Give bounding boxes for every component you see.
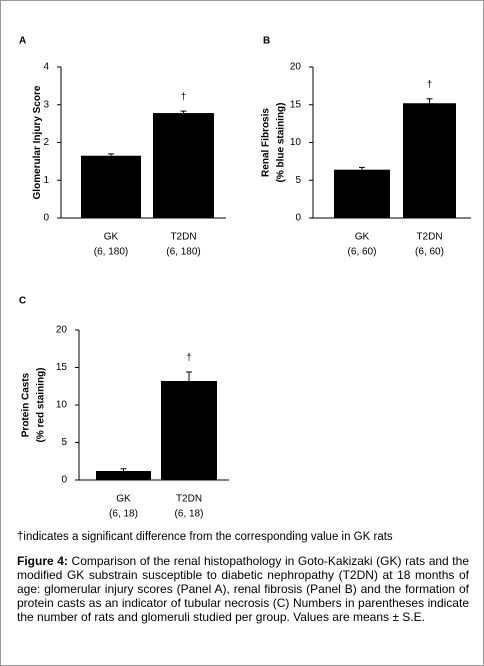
- y-tick-label: 5: [295, 175, 301, 186]
- footnote: †indicates a significant difference from…: [17, 531, 393, 543]
- error-bar: [180, 110, 187, 114]
- error-bar: [186, 371, 192, 381]
- significance-marker: †: [181, 92, 187, 103]
- y-tick-label: 0: [295, 213, 301, 224]
- caption-text: Comparison of the renal histopathology i…: [17, 554, 469, 624]
- panel-label: A: [19, 36, 26, 47]
- y-tick-label: 20: [56, 325, 68, 336]
- bar: [153, 113, 214, 218]
- y-tick-label: 20: [290, 62, 302, 73]
- bar: [96, 471, 151, 480]
- error-bar: [359, 166, 365, 170]
- x-tick-label: GK: [355, 232, 370, 243]
- y-tick-label: 0: [43, 213, 49, 224]
- y-axis-label: Glomerular Injury Score: [32, 85, 43, 199]
- y-tick-label: 4: [43, 62, 49, 73]
- x-tick-label: GK: [116, 494, 131, 505]
- y-axis-label-line: (% red staining): [35, 367, 46, 442]
- x-tick-label: GK: [104, 232, 119, 243]
- y-axis-label-line: Renal Fibrosis: [260, 108, 271, 177]
- caption: Figure 4: Comparison of the renal histop…: [17, 554, 469, 624]
- error-bar: [426, 98, 433, 104]
- y-tick-label: 1: [43, 175, 49, 186]
- y-tick-label: 10: [290, 137, 302, 148]
- x-tick-label: T2DN: [176, 494, 202, 505]
- bar: [81, 155, 141, 218]
- y-axis-label: Protein Casts (% red staining): [20, 367, 46, 442]
- x-tick-note: (6, 180): [94, 247, 128, 258]
- y-tick-label: 3: [43, 99, 49, 110]
- y-tick-label: 2: [43, 137, 49, 148]
- x-tick-label: T2DN: [170, 232, 196, 243]
- x-tick-note: (6, 60): [348, 247, 377, 258]
- bar: [161, 381, 217, 480]
- caption-label: Figure 4:: [17, 554, 68, 568]
- y-axis-label-line: (% blue staining): [275, 103, 286, 183]
- bar: [403, 103, 456, 218]
- y-axis-label: Renal Fibrosis (% blue staining): [260, 103, 286, 183]
- significance-marker: †: [427, 79, 433, 90]
- error-bar: [120, 468, 127, 471]
- bar: [334, 169, 390, 218]
- significance-marker: †: [186, 353, 192, 364]
- x-tick-note: (6, 180): [166, 247, 200, 258]
- y-tick-label: 10: [56, 400, 68, 411]
- panel-label: B: [263, 36, 270, 47]
- x-tick-note: (6, 18): [109, 509, 138, 520]
- y-axis-label-line: Glomerular Injury Score: [32, 85, 43, 199]
- y-tick-label: 15: [56, 362, 68, 373]
- x-tick-label: T2DN: [416, 232, 442, 243]
- error-bar: [108, 153, 114, 156]
- x-tick-note: (6, 60): [415, 247, 444, 258]
- charts: A Glomerular Injury Score 0 1 2 3 4 GK (6, 180) †…: [19, 36, 471, 520]
- x-tick-note: (6, 18): [175, 509, 204, 520]
- y-axis-label-line: Protein Casts: [20, 372, 31, 437]
- panel-label: C: [19, 296, 26, 307]
- y-tick-label: 15: [290, 99, 302, 110]
- y-tick-label: 0: [61, 475, 67, 486]
- y-tick-label: 5: [61, 437, 67, 448]
